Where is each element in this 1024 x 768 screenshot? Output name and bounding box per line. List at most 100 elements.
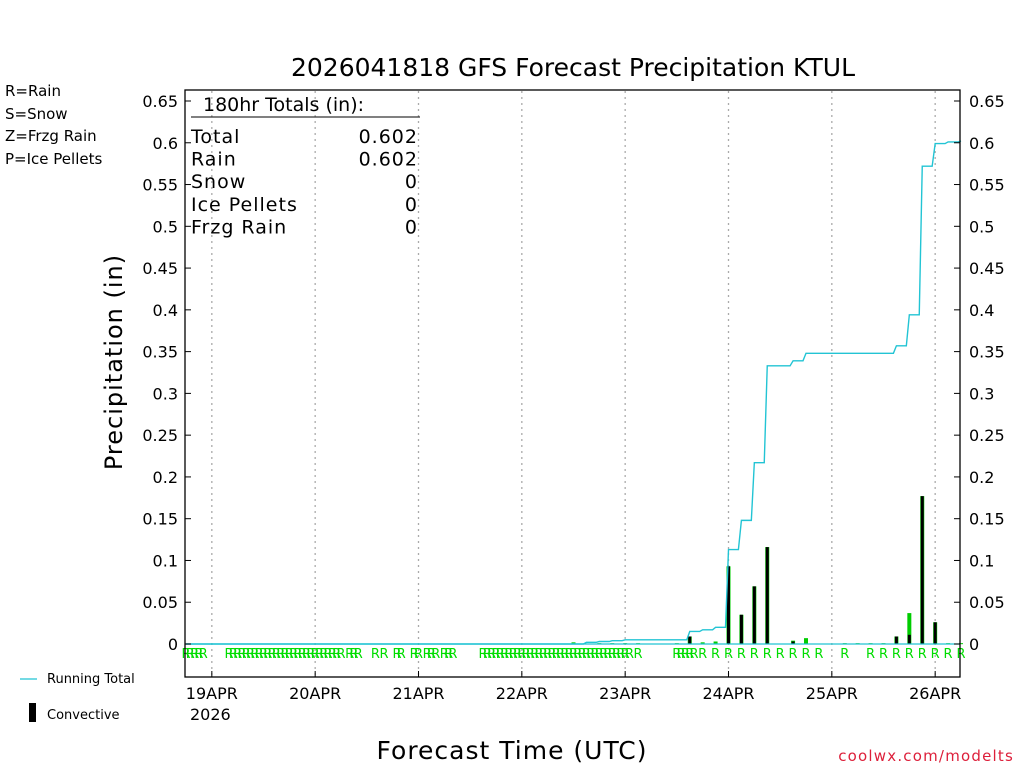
ptype-mark: R (448, 647, 457, 662)
ptype-mark: R (281, 647, 290, 662)
ptype-mark: R (677, 647, 686, 662)
ptype-mark: R (724, 647, 733, 662)
ptype-mark: R (491, 647, 500, 662)
x-tick-label: 24APR (702, 684, 754, 703)
y-tick-label-left: 0 (168, 635, 178, 654)
ptype-mark: R (332, 647, 341, 662)
convective-bar (894, 636, 898, 644)
ptype-mark: R (801, 647, 810, 662)
ptype-mark: R (229, 647, 238, 662)
convective-bar (688, 636, 692, 644)
y-tick-label-right: 0.6 (969, 134, 994, 153)
y-tick-label-right: 0.15 (969, 510, 1005, 529)
ptype-mark: R (311, 647, 320, 662)
y-axis-label: Precipitation (in) (100, 254, 128, 470)
ptype-mark: R (440, 647, 449, 662)
ptype-mark: R (892, 647, 901, 662)
ptype-mark: R (543, 647, 552, 662)
ptype-mark: R (814, 647, 823, 662)
ptype-mark: R (259, 647, 268, 662)
ptype-mark: R (496, 647, 505, 662)
ptype-mark: R (866, 647, 875, 662)
y-tick-label-left: 0.6 (153, 134, 178, 153)
totals-table: Total 0.602 Rain 0.602 Snow 0 Ice Pellets 0 Frzg… (190, 126, 418, 238)
ptype-mark: R (591, 647, 600, 662)
y-tick-label-right: 0.4 (969, 301, 994, 320)
convective-bar (907, 634, 911, 644)
y-tick-label-left: 0.2 (153, 468, 178, 487)
ptype-mark: R (423, 647, 432, 662)
ptype-mark: R (483, 647, 492, 662)
ptype-mark: R (956, 647, 965, 662)
legend-rain: R=Rain (5, 82, 61, 100)
ptype-mark: R (225, 647, 234, 662)
convective-legend-swatch (29, 703, 36, 722)
ptype-mark: R (315, 647, 324, 662)
ptype-mark: R (233, 647, 242, 662)
ptype-mark: R (410, 647, 419, 662)
ptype-mark: R (586, 647, 595, 662)
totals-row-label: Rain (191, 149, 237, 171)
convective-bar (765, 547, 769, 644)
ptype-mark: R (298, 647, 307, 662)
y-tick-label-left: 0.65 (142, 92, 178, 111)
precip-bar (907, 613, 912, 644)
ptype-mark: R (711, 647, 720, 662)
x-tick-label: 19APR (186, 684, 238, 703)
y-tick-label-left: 0.05 (142, 593, 178, 612)
ptype-mark: R (181, 647, 190, 662)
x-tick-label: 25APR (806, 684, 858, 703)
ptype-mark: R (242, 647, 251, 662)
ptype-mark: R (293, 647, 302, 662)
ptype-mark: R (289, 647, 298, 662)
ptype-mark: R (517, 647, 526, 662)
ptype-mark: R (918, 647, 927, 662)
ptype-mark: R (634, 647, 643, 662)
y-tick-label-left: 0.15 (142, 510, 178, 529)
y-tick-label-right: 0.05 (969, 593, 1005, 612)
totals-row-label: Total (190, 126, 240, 148)
y-tick-label-right: 0.1 (969, 551, 994, 570)
x-tick-label: 21APR (392, 684, 444, 703)
ptype-mark: R (276, 647, 285, 662)
ptype-mark: R (427, 647, 436, 662)
ptype-mark: R (608, 647, 617, 662)
ptype-mark: R (479, 647, 488, 662)
ptype-mark: R (513, 647, 522, 662)
ptype-mark: R (616, 647, 625, 662)
ptype-mark: R (306, 647, 315, 662)
ptype-mark: R (547, 647, 556, 662)
ptype-mark: R (255, 647, 264, 662)
ptype-mark: R (199, 647, 208, 662)
ptype-mark: R (565, 647, 574, 662)
ptype-mark: R (414, 647, 423, 662)
ptype-mark: R (500, 647, 509, 662)
ptype-mark: R (556, 647, 565, 662)
ptype-mark: R (349, 647, 358, 662)
totals-row-value: 0 (405, 194, 418, 216)
chart-title: 2026041818 GFS Forecast Precipitation KT… (291, 53, 855, 82)
convective-bar (752, 586, 756, 644)
ptype-mark: R (595, 647, 604, 662)
x-axis-label: Forecast Time (UTC) (377, 736, 648, 765)
ptype-mark: R (776, 647, 785, 662)
ptype-mark: R (504, 647, 513, 662)
running-total-path (186, 140, 962, 645)
ptype-mark: R (539, 647, 548, 662)
ptype-mark: R (237, 647, 246, 662)
ptype-mark: R (573, 647, 582, 662)
y-tick-label-left: 0.55 (142, 176, 178, 195)
ptype-mark: R (560, 647, 569, 662)
ptype-mark: R (685, 647, 694, 662)
ptype-mark: R (487, 647, 496, 662)
ptype-mark: R (392, 647, 401, 662)
x-tick-label: 23APR (599, 684, 651, 703)
x-tick-label: 26APR (909, 684, 961, 703)
ptype-mark: R (612, 647, 621, 662)
ptype-mark: R (672, 647, 681, 662)
y-tick-label-left: 0.35 (142, 343, 178, 362)
ptype-mark: R (737, 647, 746, 662)
y-tick-label-left: 0.1 (153, 551, 178, 570)
convective-bars (688, 496, 937, 644)
